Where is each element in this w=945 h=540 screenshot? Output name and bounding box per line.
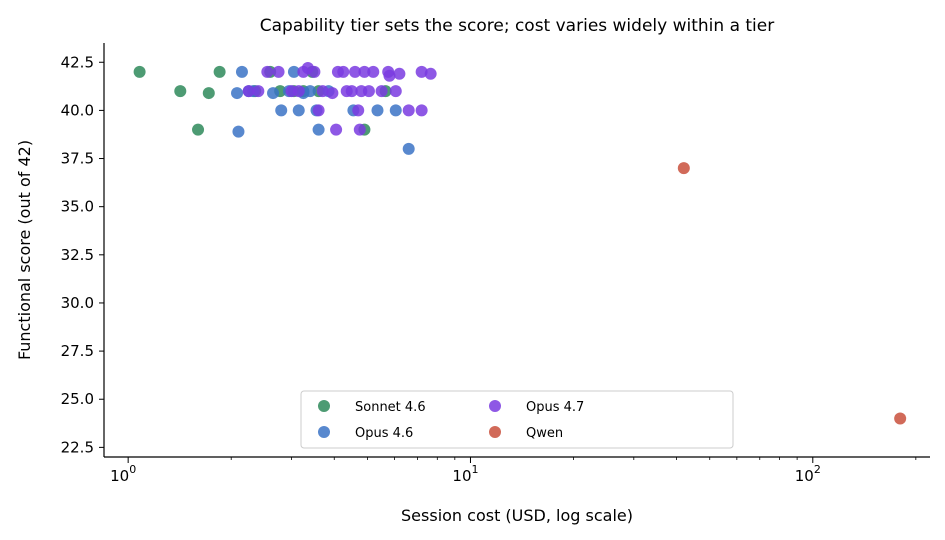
data-point	[894, 412, 907, 425]
y-tick-label: 27.5	[61, 342, 94, 360]
x-tick-base: 10	[795, 467, 814, 485]
data-point	[316, 85, 329, 98]
data-point	[353, 123, 366, 136]
data-point	[202, 87, 215, 100]
plot-area: 22.525.027.530.032.535.037.540.042.5 100…	[61, 43, 930, 485]
legend-marker	[318, 426, 330, 438]
data-point	[415, 65, 428, 78]
y-tick-label: 22.5	[61, 438, 94, 456]
legend-label: Opus 4.7	[526, 400, 584, 415]
data-point	[326, 87, 339, 100]
data-point	[371, 104, 384, 117]
data-point	[389, 104, 402, 117]
y-ticks: 22.5 25.0 27.5 30.0 32.5 35.0 37.5 40.0 42.5	[61, 53, 104, 456]
data-point	[375, 85, 388, 98]
data-point	[267, 87, 280, 100]
data-point	[308, 65, 321, 78]
data-point	[345, 85, 358, 98]
x-tick-exponent: 1	[472, 463, 479, 476]
data-point	[349, 65, 362, 78]
data-point	[393, 67, 406, 80]
x-tick-label: 100	[110, 463, 136, 485]
x-ticks: 100 101 102	[110, 457, 917, 485]
data-point	[272, 65, 285, 78]
data-point	[174, 85, 187, 98]
x-tick-base: 10	[110, 467, 129, 485]
legend-marker	[318, 400, 330, 412]
data-point	[367, 65, 380, 78]
legend-label: Sonnet 4.6	[355, 400, 426, 415]
y-tick-label: 32.5	[61, 246, 94, 264]
x-axis-label: Session cost (USD, log scale)	[401, 506, 633, 525]
data-point	[232, 125, 245, 138]
data-points	[133, 62, 907, 425]
data-point	[358, 65, 371, 78]
legend-marker	[489, 400, 501, 412]
data-point	[261, 65, 274, 78]
data-point	[424, 67, 437, 80]
data-point	[242, 85, 255, 98]
legend-label: Qwen	[526, 426, 563, 441]
data-point	[133, 65, 146, 78]
data-point	[352, 104, 365, 117]
data-point	[402, 104, 415, 117]
data-point	[337, 65, 350, 78]
y-tick-label: 40.0	[61, 101, 94, 119]
data-point	[312, 104, 325, 117]
data-point	[312, 123, 325, 136]
data-point	[235, 65, 248, 78]
x-tick-label: 102	[795, 463, 821, 485]
y-tick-label: 30.0	[61, 294, 94, 312]
data-point	[415, 104, 428, 117]
data-point	[231, 87, 244, 100]
y-tick-label: 42.5	[61, 53, 94, 71]
x-tick-base: 10	[452, 467, 471, 485]
data-point	[275, 104, 288, 117]
x-tick-exponent: 2	[814, 463, 821, 476]
data-point	[362, 85, 375, 98]
data-point	[389, 85, 402, 98]
chart-title: Capability tier sets the score; cost var…	[260, 16, 774, 36]
legend-frame	[300, 390, 734, 449]
x-tick-exponent: 0	[129, 463, 136, 476]
y-axis-label: Functional score (out of 42)	[15, 140, 34, 360]
y-tick-label: 37.5	[61, 150, 94, 168]
data-point	[330, 123, 343, 136]
data-point	[292, 104, 305, 117]
x-tick-label: 101	[452, 463, 478, 485]
data-point	[292, 85, 305, 98]
data-point	[304, 85, 317, 98]
data-point	[213, 65, 226, 78]
data-point	[287, 65, 300, 78]
legend: Sonnet 4.6 Opus 4.6 Opus 4.7 Qwen	[300, 390, 734, 449]
legend-marker	[489, 426, 501, 438]
data-point	[383, 69, 396, 82]
data-point	[402, 142, 415, 155]
data-point	[192, 123, 205, 136]
data-point	[677, 162, 690, 175]
y-tick-label: 25.0	[61, 390, 94, 408]
y-tick-label: 35.0	[61, 198, 94, 216]
data-point	[252, 85, 265, 98]
legend-label: Opus 4.6	[355, 426, 413, 441]
